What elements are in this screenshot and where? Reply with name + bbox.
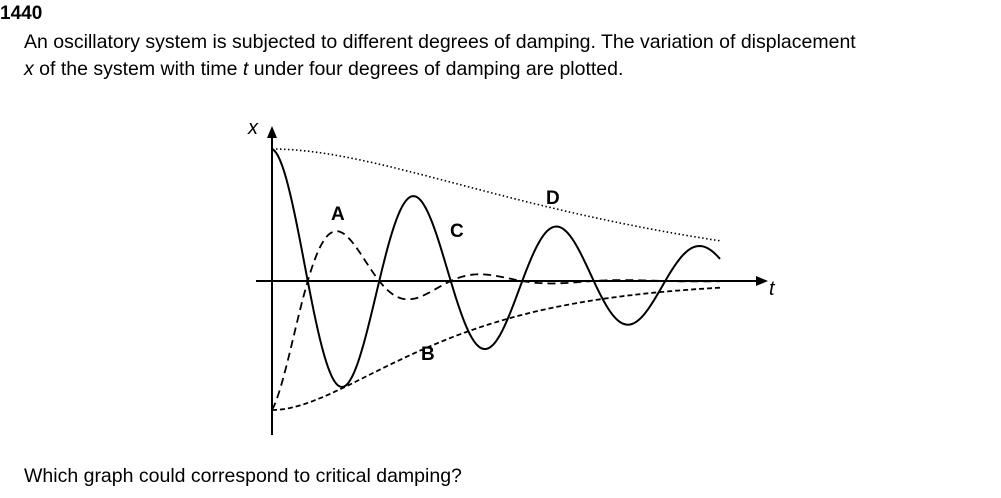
label-b: B [421, 344, 435, 365]
y-axis-label: x [247, 117, 259, 139]
var-t: t [242, 58, 249, 80]
curve-b [272, 286, 721, 411]
curve-d [272, 148, 721, 242]
x-axis-label: t [769, 278, 776, 300]
x-axis-arrow [756, 276, 768, 286]
question-prompt: Which graph could correspond to critical… [24, 465, 462, 487]
label-c: C [450, 221, 464, 242]
label-d: D [546, 188, 560, 209]
stem-text-a: of the system with time [33, 58, 243, 80]
curve-a [271, 230, 720, 411]
question-number: 1440 [0, 3, 43, 24]
label-a: A [331, 204, 345, 225]
var-x: x [24, 58, 34, 80]
stem-line-1: An oscillatory system is subjected to di… [24, 31, 856, 53]
curve-c [271, 148, 721, 389]
stem-line-2: x of the system with time t under four d… [24, 56, 856, 83]
stem-text-b: under four degrees of damping are plotte… [248, 58, 624, 80]
y-axis-arrow [267, 126, 277, 138]
question-stem: An oscillatory system is subjected to di… [24, 29, 856, 83]
